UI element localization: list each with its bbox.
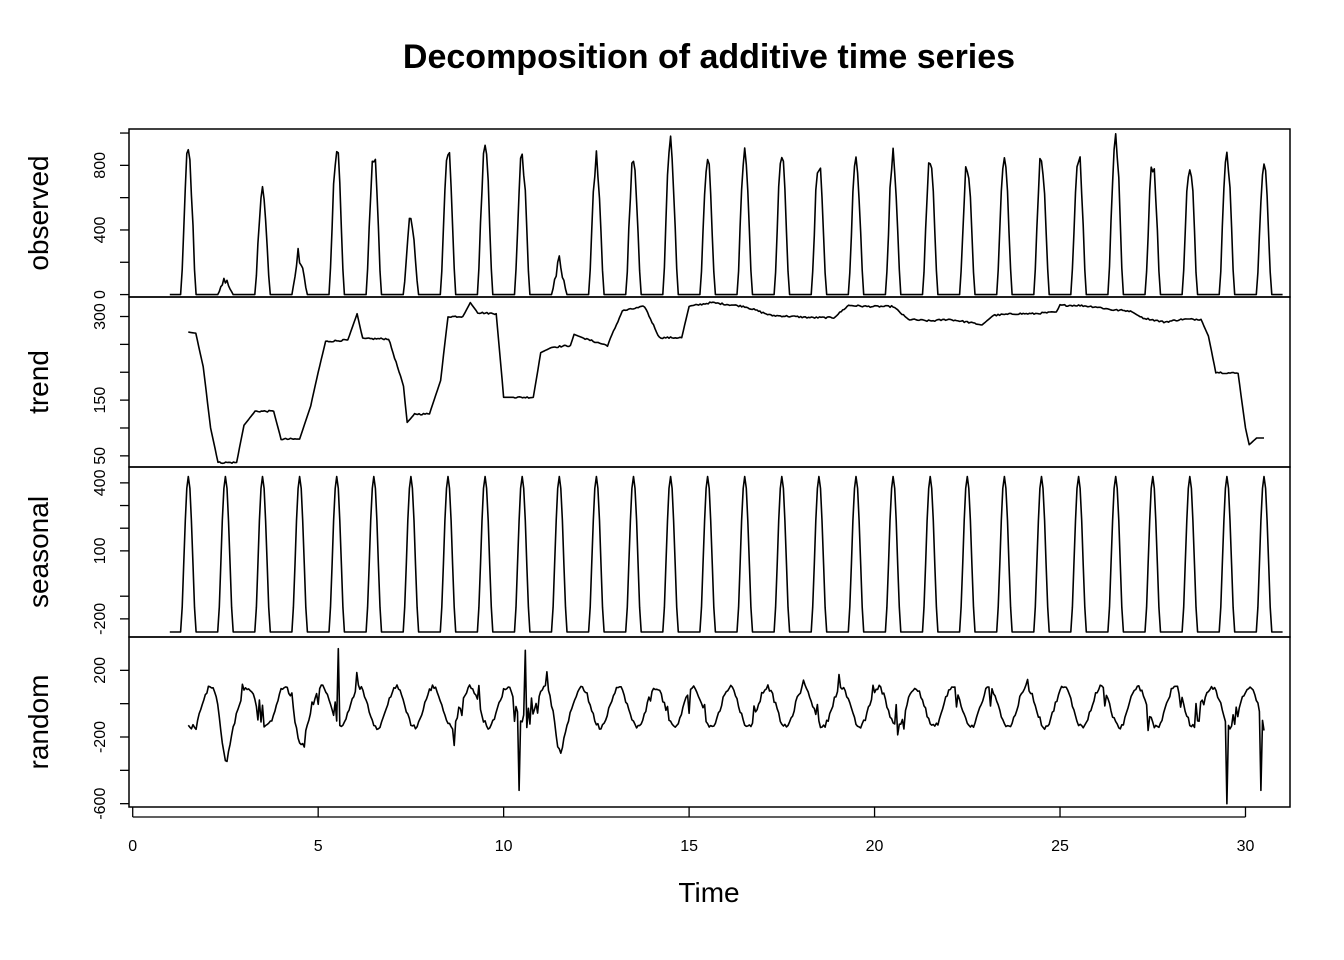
y-tick-label-observed: 400 (92, 217, 109, 244)
panel-seasonal: -200 100 400 seasonal (23, 466, 1291, 638)
x-axis-label: Time (678, 877, 739, 908)
panel-trend: 50 150 300 trend (23, 296, 1291, 468)
panel-frame (128, 636, 1291, 808)
x-axis: 0 5 10 15 20 25 30 (128, 807, 1254, 855)
panels: 0 400 800 observed 50 150 300 trend -200 100 400 se… (23, 128, 1291, 820)
y-tick-label-observed: 0 (92, 290, 109, 299)
x-tick-label: 30 (1237, 838, 1255, 855)
y-tick-label-trend: 50 (92, 447, 109, 465)
y-tick-label-seasonal: -200 (92, 603, 109, 635)
y-tick-label-observed: 800 (92, 152, 109, 179)
y-axis-label-seasonal: seasonal (23, 496, 54, 608)
x-tick-label: 0 (128, 838, 137, 855)
chart-title: Decomposition of additive time series (403, 38, 1015, 76)
y-tick-label-seasonal: 400 (92, 469, 109, 496)
y-axis-label-trend: trend (23, 350, 54, 414)
series-line-observed (169, 133, 1283, 296)
y-axis-label-random: random (23, 675, 54, 770)
y-tick-label-seasonal: 100 (92, 537, 109, 564)
panel-frame (128, 296, 1291, 468)
panel-observed: 0 400 800 observed (23, 128, 1291, 299)
x-tick-label: 10 (495, 838, 513, 855)
series-line-trend (188, 301, 1264, 465)
y-tick-label-random: 200 (92, 657, 109, 684)
y-axis-label-observed: observed (23, 155, 54, 270)
x-tick-label: 25 (1051, 838, 1069, 855)
series-line-seasonal (169, 475, 1283, 633)
y-tick-label-random: -200 (92, 721, 109, 753)
x-tick-label: 5 (314, 838, 323, 855)
y-tick-label-random: -600 (92, 788, 109, 820)
y-tick-label-trend: 150 (92, 387, 109, 414)
panel-random: -600 -200 200 random (23, 636, 1291, 820)
y-tick-label-trend: 300 (92, 303, 109, 330)
x-tick-label: 20 (866, 838, 884, 855)
x-tick-label: 15 (680, 838, 698, 855)
series-line-random (187, 647, 1265, 805)
